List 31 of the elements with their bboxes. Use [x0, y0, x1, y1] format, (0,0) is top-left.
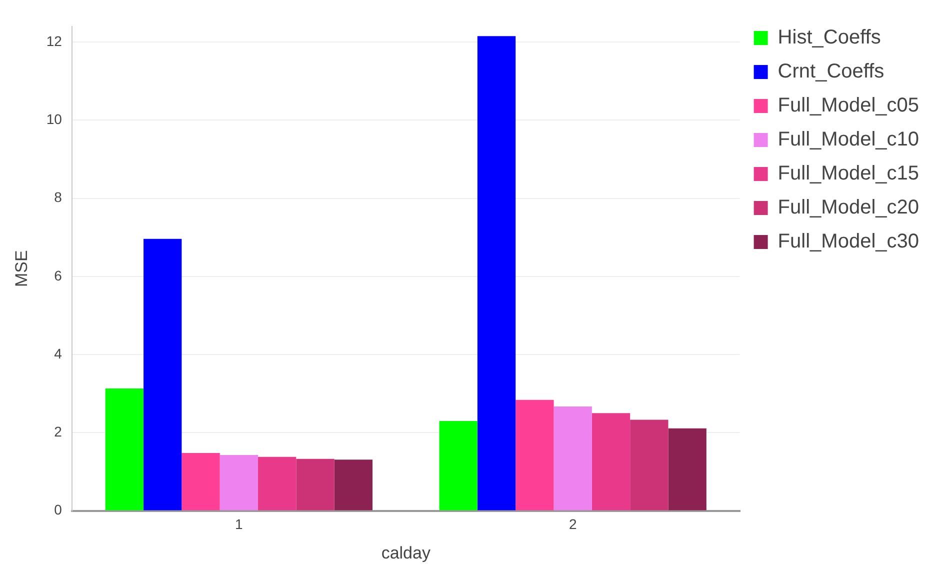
- y-tick-label: 2: [54, 424, 62, 440]
- legend-label: Full_Model_c10: [778, 128, 920, 151]
- y-tick-label: 0: [54, 502, 62, 518]
- bar: [439, 420, 478, 510]
- bar: [296, 458, 334, 510]
- x-axis-title: calday: [381, 543, 431, 562]
- legend-label: Hist_Coeffs: [778, 26, 881, 49]
- bar: [334, 460, 372, 510]
- legend-label: Full_Model_c20: [778, 196, 920, 219]
- legend-label: Full_Model_c30: [778, 230, 920, 253]
- y-tick-label: 10: [46, 111, 62, 128]
- x-tick-label: 1: [235, 516, 244, 532]
- bar: [220, 454, 258, 510]
- y-tick-label: 12: [46, 32, 62, 49]
- legend-label: Full_Model_c05: [778, 94, 920, 117]
- legend-label: Crnt_Coeffs: [778, 60, 884, 83]
- bar: [182, 452, 220, 510]
- bar: [592, 413, 630, 510]
- y-axis-title: MSE: [12, 250, 31, 288]
- bar: [516, 400, 554, 510]
- bar: [668, 428, 706, 510]
- bar: [258, 456, 296, 510]
- bar: [105, 388, 144, 510]
- y-tick-label: 8: [54, 189, 62, 206]
- legend-label: Full_Model_c15: [778, 162, 920, 185]
- y-tick-label: 6: [54, 267, 62, 284]
- bar: [554, 406, 592, 510]
- bar: [477, 36, 516, 510]
- y-tick-label: 4: [54, 345, 62, 362]
- bar: [630, 420, 668, 510]
- bar: [144, 238, 182, 510]
